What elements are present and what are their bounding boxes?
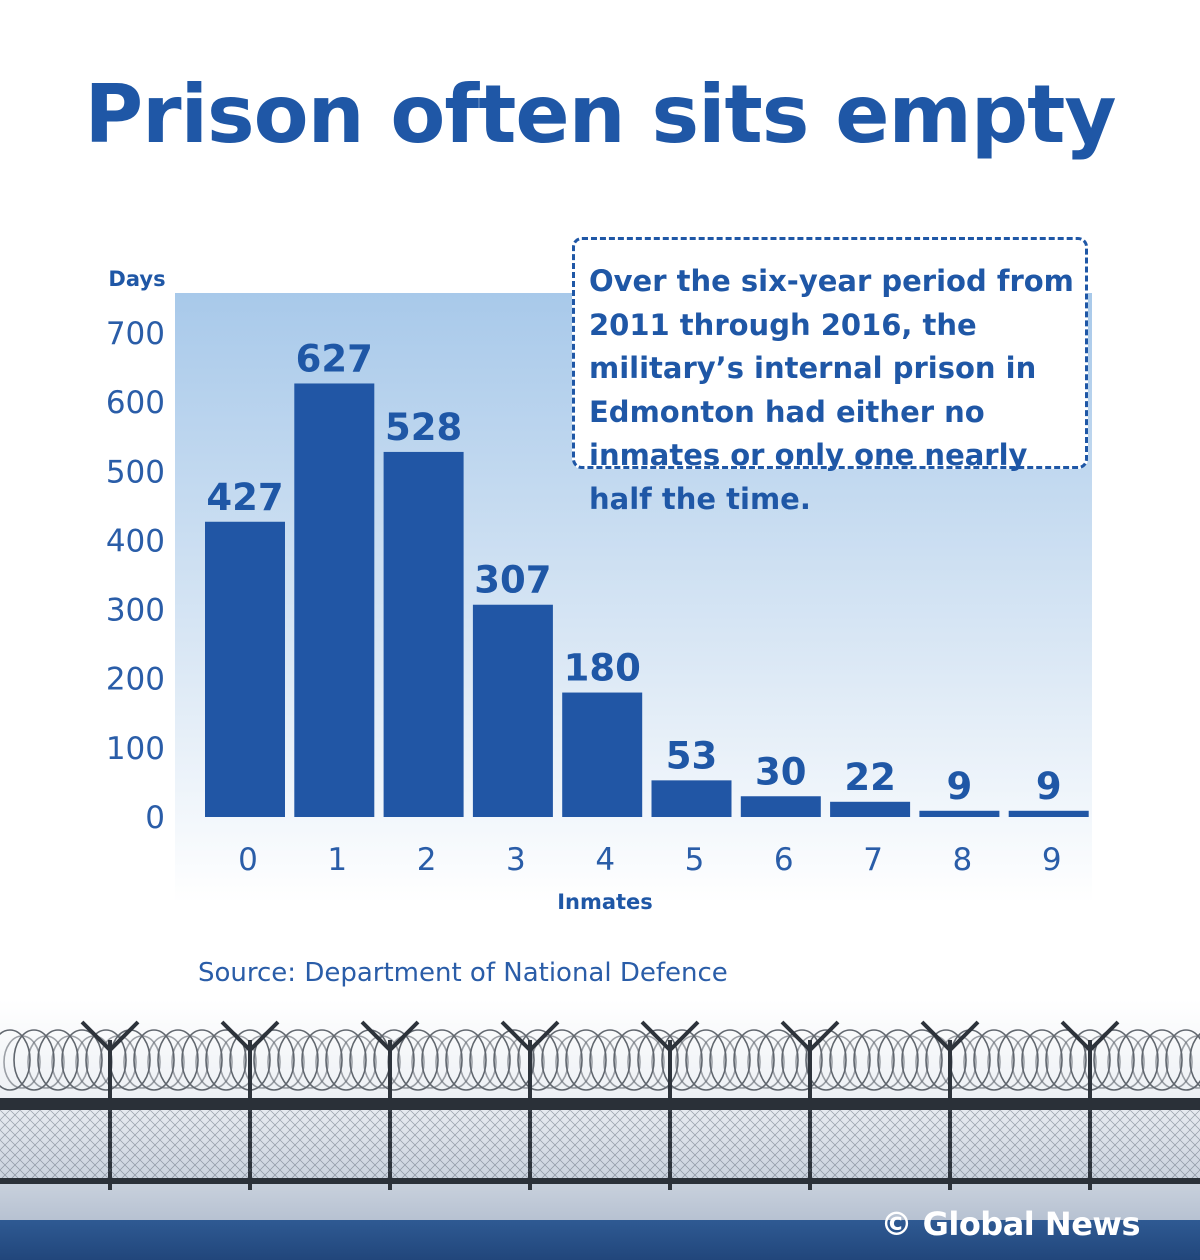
x-tick-label: 2 [417, 842, 437, 878]
x-tick-label: 6 [774, 842, 794, 878]
data-label-6: 30 [755, 750, 807, 793]
data-label-5: 53 [666, 734, 718, 777]
data-label-2: 528 [385, 406, 462, 449]
x-tick-label: 3 [506, 842, 526, 878]
x-tick-label: 9 [1042, 842, 1062, 878]
bar-5 [651, 780, 732, 817]
y-tick-label: 700 [106, 316, 165, 352]
data-label-8: 9 [947, 765, 973, 808]
bar-3 [472, 604, 553, 817]
barbed-wire-fence-image [0, 1000, 1200, 1260]
y-tick-label: 100 [106, 731, 165, 767]
x-tick-label: 1 [327, 842, 347, 878]
bar-2 [383, 451, 464, 817]
data-label-1: 627 [296, 337, 373, 380]
source-note: Source: Department of National Defence [198, 958, 728, 988]
chart-title: Prison often sits empty [84, 68, 1117, 161]
bar-0 [205, 521, 285, 817]
y-axis-label: Days [108, 267, 165, 291]
bar-4 [562, 692, 643, 817]
global-news-logo: © Global News [880, 1205, 1140, 1243]
bar-6 [740, 796, 821, 817]
bar-7 [830, 801, 911, 817]
x-tick-label: 4 [595, 842, 615, 878]
x-tick-label: 7 [863, 842, 883, 878]
x-axis-label: Inmates [557, 890, 653, 914]
bar-9 [1008, 810, 1089, 817]
y-tick-label: 0 [145, 800, 165, 836]
data-label-9: 9 [1036, 765, 1062, 808]
x-tick-label: 8 [953, 842, 973, 878]
callout-box: Over the six-year period from 2011 throu… [572, 237, 1088, 516]
x-tick-label: 5 [685, 842, 705, 878]
y-tick-label: 200 [106, 662, 165, 698]
data-label-7: 22 [844, 756, 896, 799]
y-tick-label: 500 [106, 454, 165, 490]
bar-1 [294, 383, 375, 817]
bar-8 [919, 810, 1000, 817]
data-label-3: 307 [474, 559, 551, 602]
y-tick-label: 600 [106, 385, 165, 421]
y-tick-label: 300 [106, 593, 165, 629]
data-label-0: 427 [206, 476, 283, 519]
y-tick-label: 400 [106, 523, 165, 559]
x-tick-label: 0 [238, 842, 258, 878]
data-label-4: 180 [564, 647, 641, 690]
